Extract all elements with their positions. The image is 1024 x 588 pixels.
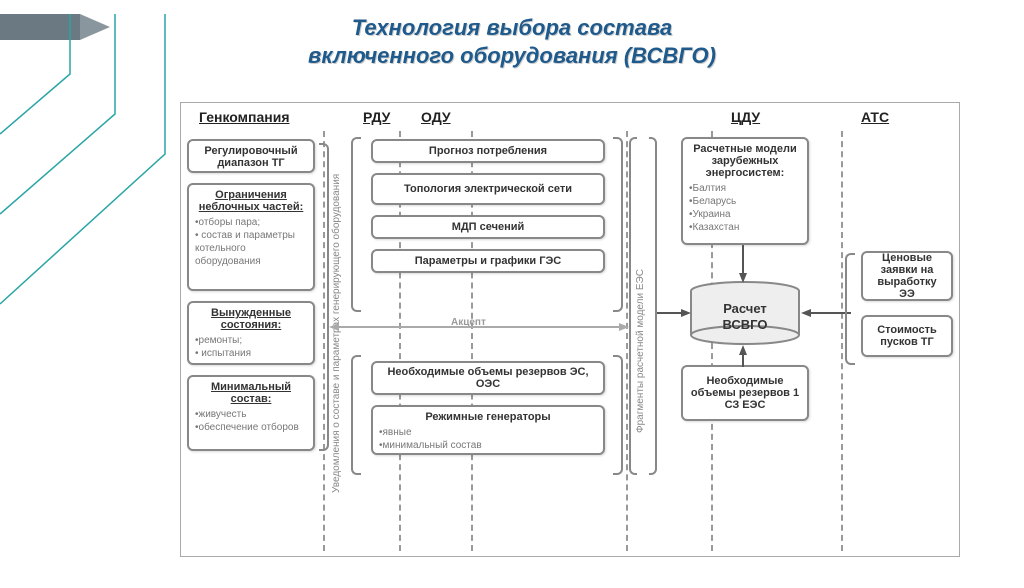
gen-box-items: •отборы пара; • состав и параметры котел… (195, 216, 307, 268)
page-title: Технология выбора состава включенного об… (0, 14, 1024, 69)
cdu-box-reserves: Необходимые объемы резервов 1 СЗ ЕЭС (681, 365, 809, 421)
bracket-gen (319, 143, 329, 451)
box-label: Расчетные модели зарубежных энергосистем… (689, 143, 801, 179)
gen-box-items: •ремонты; • испытания (195, 334, 307, 360)
box-label: Необходимые объемы резервов ЭС, ОЭС (379, 366, 597, 390)
bracket-center-right (613, 137, 623, 312)
title-line-2: включенного оборудования (ВСВГО) (308, 43, 716, 68)
gen-box-items: •живучесть •обеспечение отборов (195, 408, 307, 434)
box-label: Топология электрической сети (404, 183, 572, 195)
diagram-frame: Генкомпания РДУ ОДУ ЦДУ АТС Уведомления … (180, 102, 960, 557)
bracket-lower-right (613, 355, 623, 475)
arrow-cyl-to-res (737, 345, 749, 367)
box-items: •Балтия •Беларусь •Украина •Казахстан (689, 182, 801, 234)
bracket-ats (845, 253, 855, 365)
center-box-mdp: МДП сечений (371, 215, 605, 239)
box-label: Параметры и графики ГЭС (415, 255, 561, 267)
bracket-fragments-l (629, 137, 637, 475)
col-header-ats: АТС (861, 109, 889, 125)
gen-box-title: Минимальный состав: (195, 381, 307, 405)
gen-box-min: Минимальный состав: •живучесть •обеспече… (187, 375, 315, 451)
gen-box-title: Вынужденные состояния: (195, 307, 307, 331)
center-box-reserves: Необходимые объемы резервов ЭС, ОЭС (371, 361, 605, 395)
col-header-gen: Генкомпания (199, 109, 290, 125)
ats-box-bids: Ценовые заявки на выработку ЭЭ (861, 251, 953, 301)
arrow-models-to-cyl (737, 245, 749, 283)
center-box-forecast: Прогноз потребления (371, 139, 605, 163)
ats-box-cost: Стоимость пусков ТГ (861, 315, 953, 357)
arrow-frag-to-cyl (657, 307, 691, 319)
bracket-fragments-r (649, 137, 657, 475)
dash-line (626, 131, 628, 551)
col-header-odu: ОДУ (421, 109, 451, 125)
cdu-box-models: Расчетные модели зарубежных энергосистем… (681, 137, 809, 245)
title-line-1: Технология выбора состава (352, 15, 672, 40)
gen-box-restrictions: Ограничения неблочных частей: •отборы па… (187, 183, 315, 291)
svg-text:Расчет: Расчет (723, 301, 767, 316)
box-items: •явные •минимальный состав (379, 426, 597, 452)
cdu-cylinder: Расчет ВСВГО (689, 281, 801, 345)
gen-box-title: Ограничения неблочных частей: (195, 189, 307, 213)
gen-box-forced: Вынужденные состояния: •ремонты; • испыт… (187, 301, 315, 365)
bracket-center-left (351, 137, 361, 312)
center-box-topology: Топология электрической сети (371, 173, 605, 205)
box-label: Стоимость пусков ТГ (869, 324, 945, 348)
center-box-regime: Режимные генераторы •явные •минимальный … (371, 405, 605, 455)
bracket-lower-left (351, 355, 361, 475)
gen-box-reg-range: Регулировочный диапазон ТГ (187, 139, 315, 173)
col-header-rdu: РДУ (363, 109, 390, 125)
box-label: Необходимые объемы резервов 1 СЗ ЕЭС (689, 375, 801, 411)
box-label: МДП сечений (452, 221, 525, 233)
dash-line (841, 131, 843, 551)
svg-text:ВСВГО: ВСВГО (723, 317, 768, 332)
box-label: Прогноз потребления (429, 145, 547, 157)
box-label: Ценовые заявки на выработку ЭЭ (869, 252, 945, 300)
box-label: Режимные генераторы (379, 411, 597, 423)
gen-box-title: Регулировочный диапазон ТГ (195, 145, 307, 169)
center-box-ges: Параметры и графики ГЭС (371, 249, 605, 273)
corner-decoration (0, 14, 180, 394)
akcept-arrow (329, 321, 629, 333)
col-header-cdu: ЦДУ (731, 109, 760, 125)
arrow-ats-to-cyl (801, 307, 851, 319)
